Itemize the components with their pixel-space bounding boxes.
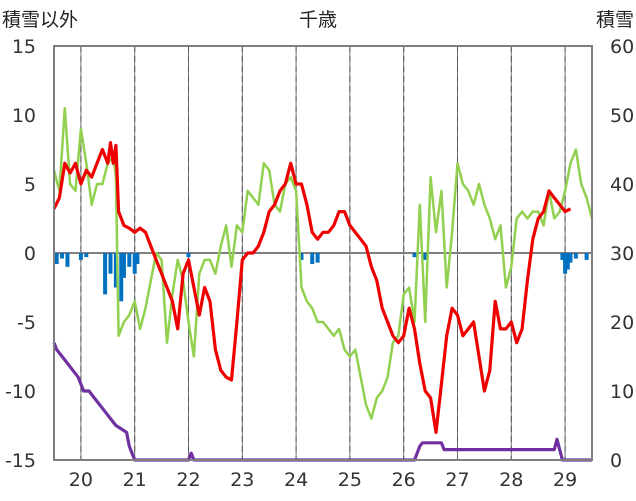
precipitation-bar — [119, 253, 124, 302]
precipitation-bar — [127, 253, 132, 267]
left-tick-label: -5 — [17, 312, 36, 334]
left-tick-label: -10 — [5, 381, 36, 403]
precipitation-bar — [310, 253, 315, 265]
snow_depth-line — [52, 342, 592, 462]
right-tick-label: 0 — [610, 450, 622, 472]
right-tick-label: 60 — [610, 36, 634, 58]
precipitation-bar — [113, 253, 118, 288]
left-axis-title: 積雪以外 — [2, 9, 78, 31]
right-tick-label: 30 — [610, 243, 634, 265]
precipitation-bar — [103, 253, 108, 295]
left-tick-label: 15 — [12, 36, 36, 58]
precipitation-bar — [108, 253, 113, 274]
precipitation-bar — [121, 253, 126, 278]
precipitation-bar — [65, 253, 70, 267]
precipitation-bar — [54, 253, 59, 265]
x-tick-label: 27 — [445, 469, 469, 491]
x-tick-label: 23 — [230, 469, 254, 491]
x-tick-label: 29 — [553, 469, 577, 491]
precipitation-bar — [412, 253, 417, 258]
precipitation-bar — [565, 253, 570, 270]
left-tick-label: 0 — [24, 243, 36, 265]
precipitation-bar — [132, 253, 137, 274]
precipitation-bar — [60, 253, 65, 259]
precipitation-bar — [560, 253, 565, 260]
precipitation-bar — [568, 253, 573, 263]
x-tick-label: 21 — [123, 469, 147, 491]
precipitation-bar — [186, 253, 191, 258]
grid-lines — [54, 46, 592, 460]
precipitation-bar — [423, 253, 428, 260]
x-tick-label: 28 — [499, 469, 523, 491]
x-tick-label: 25 — [338, 469, 362, 491]
right-tick-label: 10 — [610, 381, 634, 403]
right-tick-label: 20 — [610, 312, 634, 334]
precipitation-bar — [78, 253, 83, 260]
left-tick-label: 10 — [12, 105, 36, 127]
precipitation-bar — [84, 253, 89, 258]
x-tick-label: 20 — [69, 469, 93, 491]
precipitation-bar — [299, 253, 304, 260]
precipitation-bar — [573, 253, 578, 259]
plot-frame — [53, 45, 593, 461]
precipitation-bar — [563, 253, 568, 274]
precipitation-bars — [54, 253, 589, 302]
right-axis-title: 積雪 — [596, 9, 634, 31]
precipitation-bar — [315, 253, 320, 263]
precipitation-bar — [584, 253, 589, 260]
x-tick-label: 24 — [284, 469, 308, 491]
chart-title: 千歳 — [299, 9, 337, 31]
precipitation-bar — [135, 253, 140, 265]
x-tick-label: 22 — [176, 469, 200, 491]
right-tick-label: 40 — [610, 174, 634, 196]
left-tick-label: -15 — [5, 450, 36, 472]
left-tick-label: 5 — [24, 174, 36, 196]
diff-line — [52, 106, 594, 420]
right-tick-label: 50 — [610, 105, 634, 127]
x-tick-label: 26 — [392, 469, 416, 491]
series-lines — [52, 106, 594, 462]
temperature-line — [52, 141, 572, 434]
